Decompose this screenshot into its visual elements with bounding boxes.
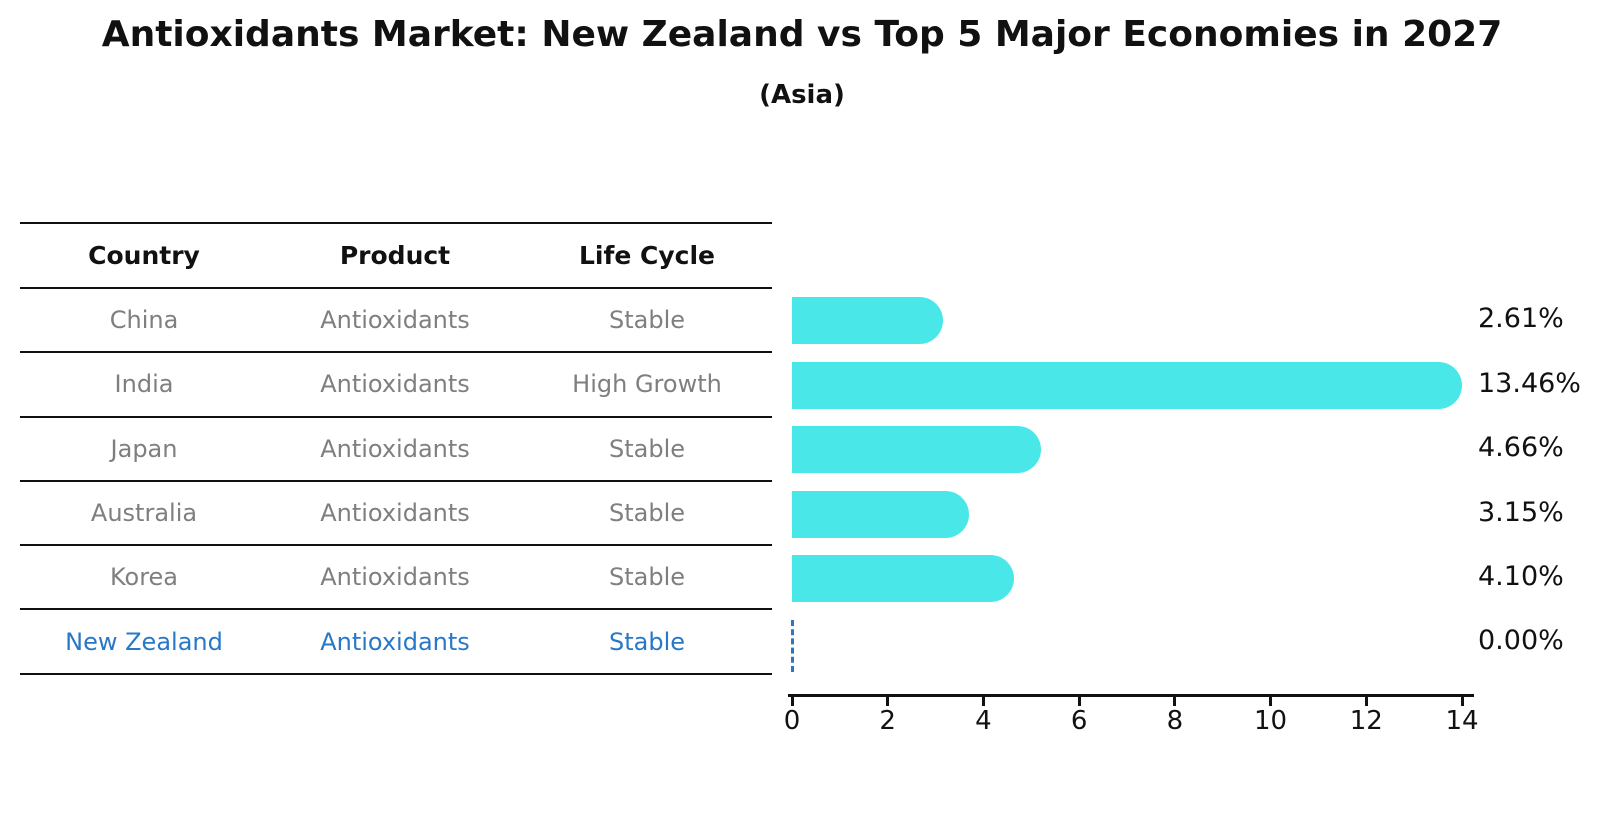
table-row-new-zealand: New Zealand Antioxidants Stable — [20, 610, 772, 675]
x-axis-tick-0 — [790, 697, 794, 706]
x-axis-tick-4 — [981, 697, 985, 706]
column-header-life-cycle: Life Cycle — [578, 241, 716, 270]
cell-product: Antioxidants — [320, 306, 470, 335]
x-axis-tick-label-0: 0 — [783, 706, 801, 736]
bar-australia — [792, 490, 969, 538]
x-axis-tick-10 — [1269, 697, 1273, 706]
x-axis-tick-label-4: 4 — [975, 706, 992, 736]
cell-product: Antioxidants — [320, 370, 470, 399]
cell-product: Antioxidants — [320, 434, 470, 463]
cell-country: Australia — [90, 499, 198, 528]
cell-life-cycle: Stable — [608, 306, 686, 335]
x-axis-tick-label-6: 6 — [1070, 706, 1088, 736]
cell-country: Japan — [110, 434, 178, 463]
chart-title: Antioxidants Market: New Zealand vs Top … — [101, 14, 1503, 55]
value-label-new-zealand: 0.00% — [1478, 625, 1564, 656]
cell-life-cycle: Stable — [608, 434, 686, 463]
x-axis-line — [788, 694, 1474, 697]
cell-country: China — [109, 306, 179, 335]
value-label-india: 13.46% — [1478, 367, 1581, 399]
x-axis-tick-label-2: 2 — [879, 706, 896, 736]
cell-life-cycle: Stable — [608, 499, 686, 528]
table-header-row: Country Product Life Cycle — [20, 222, 772, 289]
table-row-japan: Japan Antioxidants Stable — [20, 418, 772, 482]
cell-product: Antioxidants — [320, 563, 470, 592]
cell-country: India — [114, 370, 174, 399]
table-row-korea: Korea Antioxidants Stable — [20, 546, 772, 611]
value-label-australia: 3.15% — [1478, 496, 1564, 528]
comparison-table: Country Product Life Cycle China Antioxidan… — [20, 222, 772, 675]
column-header-product: Product — [339, 241, 451, 270]
x-axis-tick-8 — [1173, 697, 1177, 706]
bar-india — [792, 361, 1463, 409]
table-row-india: India Antioxidants High Growth — [20, 353, 772, 418]
x-axis-tick-14 — [1460, 697, 1464, 706]
x-axis-tick-2 — [886, 697, 890, 706]
x-axis-tick-label-10: 10 — [1254, 706, 1288, 736]
x-axis-tick-label-12: 12 — [1349, 706, 1383, 736]
bar-japan — [792, 426, 1041, 473]
cell-product: Antioxidants — [320, 627, 470, 656]
x-axis-tick-12 — [1364, 697, 1368, 706]
cell-product: Antioxidants — [320, 499, 470, 528]
column-header-country: Country — [88, 241, 200, 270]
cell-life-cycle: Stable — [608, 627, 686, 656]
bar-korea — [792, 555, 1015, 602]
cell-life-cycle: High Growth — [572, 370, 722, 399]
x-axis-tick-label-8: 8 — [1166, 706, 1184, 736]
value-label-korea: 4.10% — [1478, 561, 1564, 592]
value-label-china: 2.61% — [1478, 303, 1564, 334]
table-row-australia: Australia Antioxidants Stable — [20, 482, 772, 547]
cell-country: Korea — [109, 563, 179, 592]
x-axis-tick-label-14: 14 — [1445, 706, 1479, 736]
chart-subtitle: (Asia) — [759, 80, 845, 110]
bar-china — [792, 297, 943, 344]
cell-country: New Zealand — [65, 627, 223, 656]
value-label-japan: 4.66% — [1478, 432, 1564, 463]
zero-dashed-line-new-zealand — [791, 620, 794, 672]
table-row-china: China Antioxidants Stable — [20, 289, 772, 354]
cell-life-cycle: Stable — [608, 563, 686, 592]
x-axis-tick-6 — [1077, 697, 1081, 706]
